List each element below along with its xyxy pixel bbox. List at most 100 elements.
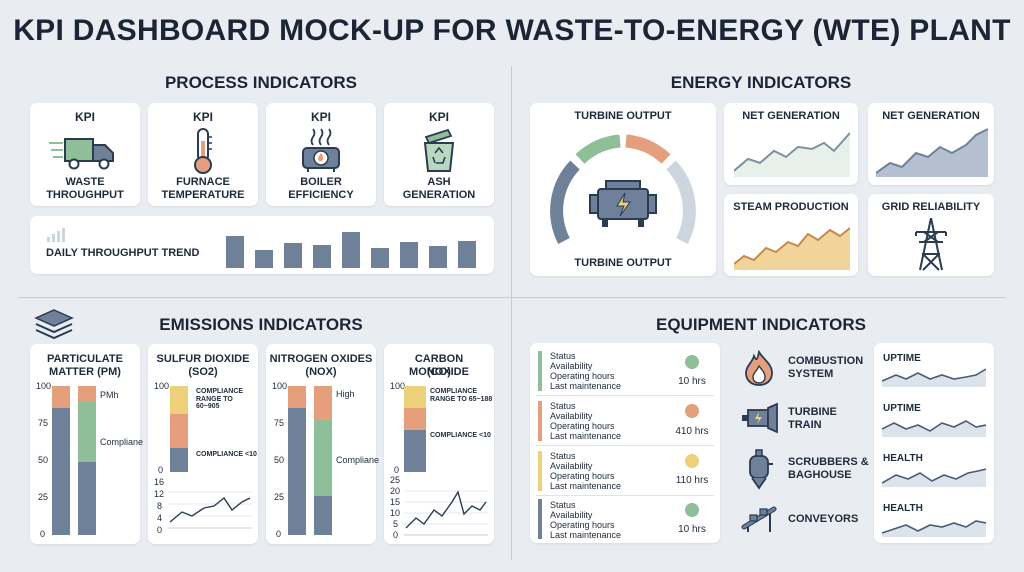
- sulfur-dioxide-card[interactable]: SULFUR DIOXIDE (SO2) 100 0 COMPLIANCE RA…: [148, 344, 258, 544]
- horizontal-divider: [18, 297, 1006, 298]
- tick-label: 100: [390, 381, 406, 391]
- operating-hours-value: 10 hrs: [678, 376, 706, 387]
- throughput-bar: [313, 245, 331, 268]
- tick-label: 12: [154, 489, 165, 499]
- kpi-name-line1: ASH: [427, 176, 451, 188]
- tick-label: 75: [274, 418, 285, 428]
- throughput-bar: [255, 250, 273, 268]
- equipment-row-labels: Status Availability Operating hours Last…: [550, 451, 621, 491]
- bar-segment-orange: [288, 386, 306, 408]
- equipment-metrics-panel: UPTIME UPTIME HEALTH HEALTH: [874, 343, 994, 543]
- trend-label: DAILY THROUGHPUT TREND: [46, 247, 200, 259]
- net-generation-label: NET GENERATION: [742, 110, 840, 122]
- bar-segment-slate: [78, 462, 96, 535]
- process-section-title: PROCESS INDICATORS: [164, 73, 358, 92]
- net-generation-label: NET GENERATION: [882, 110, 980, 122]
- kpi-card-furnace-temperature[interactable]: KPI FURNACE TEMPERATURE: [148, 103, 258, 206]
- so2-trend-line: [168, 491, 252, 529]
- operating-hours-label: Operating hours: [550, 371, 615, 381]
- annotation: Compliane: [100, 437, 144, 447]
- daily-throughput-bars: [226, 232, 476, 268]
- equipment-row-labels: Status Availability Operating hours Last…: [550, 500, 621, 540]
- row-divider: [536, 495, 714, 496]
- status-bar: [538, 451, 542, 491]
- motor-icon: [589, 180, 657, 227]
- status-bar: [538, 499, 542, 539]
- tick-label: 75: [38, 418, 49, 428]
- particulate-matter-card[interactable]: PARTICULATE MATTER (PM) 100 75 50 25 0 P…: [30, 344, 144, 544]
- annotation: PMh: [100, 390, 119, 400]
- nitrogen-oxides-card[interactable]: NITROGEN OXIDES (NOX) 100 75 50 25 0 Hig…: [266, 344, 379, 544]
- steam-production-area: [734, 227, 850, 270]
- annotation: COMPLIANCE: [196, 388, 244, 395]
- steam-production-label: STEAM PRODUCTION: [733, 201, 849, 213]
- recycle-bin-icon: [423, 128, 455, 172]
- net-generation-sparkline-1: [734, 132, 850, 177]
- daily-throughput-trend-card[interactable]: DAILY THROUGHPUT TREND: [30, 216, 494, 274]
- carbon-monoxide-card[interactable]: CARBON MONOXIDE (CO) 100 0 COMPLIANCE RA…: [384, 344, 494, 544]
- kpi-name-line1: WASTE: [65, 176, 105, 188]
- availability-label: Availability: [550, 361, 593, 371]
- status-bar: [538, 351, 542, 391]
- system-label-conveyors: CONVEYORS: [788, 513, 858, 526]
- kpi-name-line2: TEMPERATURE: [161, 189, 245, 201]
- system-label-line1: SCRUBBERS &: [788, 456, 869, 468]
- uptime-sparkline-1: [882, 368, 986, 387]
- kpi-name-line2: EFFICIENCY: [288, 189, 354, 201]
- kpi-card-boiler-efficiency[interactable]: KPI BOILER EFFICIENCY: [266, 103, 376, 206]
- emission-name-line1: SULFUR DIOXIDE: [156, 353, 250, 365]
- bar-segment-orange: [170, 414, 188, 448]
- throughput-bar: [429, 246, 447, 268]
- throughput-bar: [284, 243, 302, 268]
- throughput-bar: [226, 236, 244, 268]
- system-label-combustion: COMBUSTION SYSTEM: [788, 355, 863, 381]
- status-label: Status: [550, 351, 576, 361]
- vertical-divider: [511, 66, 512, 560]
- bar-segment-slate: [170, 448, 188, 472]
- metric-label: UPTIME: [883, 403, 921, 414]
- bar-segment-yellow: [170, 386, 188, 414]
- status-label: Status: [550, 500, 576, 510]
- turbine-output-label-top: TURBINE OUTPUT: [574, 110, 672, 122]
- boiler-icon: [302, 128, 340, 172]
- annotation: COMPLIANCE <10: [430, 432, 491, 439]
- annotation: High: [336, 389, 355, 399]
- tick-label: 25: [38, 492, 49, 502]
- tick-label: 25: [274, 492, 285, 502]
- power-tower-icon: [915, 218, 947, 271]
- row-divider: [536, 395, 714, 396]
- kpi-name-line1: BOILER: [300, 176, 342, 188]
- status-dot: [685, 503, 699, 517]
- tick-label: 25: [390, 475, 401, 485]
- kpi-tag: KPI: [74, 110, 95, 124]
- last-maintenance-label: Last maintenance: [550, 381, 622, 391]
- kpi-card-ash-generation[interactable]: KPI ASH GENERATION: [384, 103, 494, 206]
- system-label-turbine: TURBINE TRAIN: [788, 406, 837, 432]
- grid-reliability-card[interactable]: GRID RELIABILITY: [868, 194, 994, 276]
- net-generation-card-2[interactable]: NET GENERATION: [868, 103, 994, 185]
- annotation: COMPLIANCE: [430, 388, 478, 395]
- tick-label: 16: [154, 477, 165, 487]
- last-maintenance-label: Last maintenance: [550, 431, 622, 441]
- last-maintenance-label: Last maintenance: [550, 530, 622, 540]
- status-bar: [538, 401, 542, 441]
- operating-hours-label: Operating hours: [550, 421, 615, 431]
- operating-hours-value: 10 hrs: [678, 524, 706, 535]
- steam-production-card[interactable]: STEAM PRODUCTION: [724, 194, 858, 276]
- turbine-icon: [742, 402, 778, 434]
- turbine-output-card[interactable]: TURBINE OUTPUT TURBINE OUTPUT: [530, 103, 716, 276]
- system-label-line2: TRAIN: [788, 419, 822, 431]
- tick-label: 20: [390, 486, 401, 496]
- health-sparkline-2: [882, 520, 986, 537]
- bar-segment-orange: [404, 408, 426, 430]
- kpi-card-waste-throughput[interactable]: KPI WASTE THROUGHPUT: [30, 103, 140, 206]
- equipment-row-labels: Status Availability Operating hours Last…: [550, 401, 621, 441]
- tick-label: 10: [390, 508, 401, 518]
- net-generation-area-2: [876, 128, 988, 177]
- emission-name-line2: (SO2): [188, 366, 218, 378]
- equipment-section-title: EQUIPMENT INDICATORS: [656, 315, 866, 334]
- system-label-line1: COMBUSTION: [788, 355, 864, 367]
- status-label: Status: [550, 401, 576, 411]
- net-generation-card-1[interactable]: NET GENERATION: [724, 103, 858, 185]
- truck-icon: [49, 138, 114, 170]
